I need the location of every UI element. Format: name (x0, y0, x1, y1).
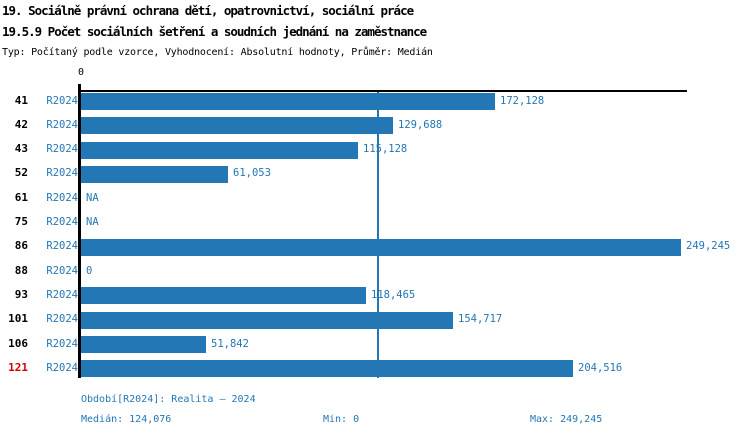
chart-row: 43 R2024 115,128 (0, 138, 750, 162)
row-bar (81, 93, 495, 110)
row-id-label: 42 (14, 117, 28, 131)
footer-period-info: Období[R2024]: Realita – 2024 (81, 394, 256, 405)
row-period-label: R2024 (46, 337, 78, 350)
row-id-label: 101 (8, 312, 28, 326)
median-gridline (377, 92, 379, 378)
chart-row: 86 R2024 249,245 (0, 235, 750, 259)
row-bar (81, 360, 573, 378)
row-id-label: 88 (14, 263, 28, 277)
row-bar (81, 287, 366, 305)
row-id-label: 52 (14, 166, 28, 180)
row-id-label: 43 (14, 142, 28, 156)
row-period-label: R2024 (46, 143, 78, 156)
report-meta-line: Typ: Počítaný podle vzorce, Vyhodnocení:… (2, 47, 433, 58)
row-value-label: 129,688 (398, 118, 443, 131)
chart-row: 88 R2024 0 (0, 260, 750, 284)
chart-row: 42 R2024 129,688 (0, 114, 750, 138)
row-period-label: R2024 (46, 191, 78, 204)
chart-row: 41 R2024 172,128 (0, 90, 750, 114)
row-value-label: 0 (86, 264, 93, 277)
footer-min: Min: 0 (323, 414, 360, 425)
axis-zero-tick-label: 0 (77, 67, 85, 78)
row-bar (81, 165, 228, 183)
row-value-label: 172,128 (500, 94, 545, 107)
chart-row: 101 R2024 154,717 (0, 308, 750, 332)
row-period-label: R2024 (46, 216, 78, 228)
row-period-label: R2024 (46, 264, 78, 277)
row-id-label: 41 (14, 93, 28, 107)
row-value-label: NA (86, 191, 99, 204)
row-id-label: 75 (14, 215, 28, 228)
row-value-label: 249,245 (686, 240, 731, 253)
row-value-label: 154,717 (458, 313, 503, 326)
row-period-label: R2024 (46, 361, 78, 374)
row-bar (81, 311, 453, 329)
footer-median: Medián: 124,076 (81, 414, 172, 425)
row-value-label: NA (86, 216, 99, 228)
footer-max: Max: 249,245 (530, 414, 603, 425)
report-title: 19. Sociálně právní ochrana dětí, opatro… (2, 3, 414, 18)
row-period-label: R2024 (46, 240, 78, 253)
chart-row: 93 R2024 118,465 (0, 284, 750, 308)
row-id-label: 61 (14, 190, 28, 204)
row-id-label: 106 (8, 336, 28, 350)
bar-chart-rows: 41 R2024 172,128 42 R2024 129,688 43 R2024 115,1… (0, 90, 750, 381)
row-value-label: 61,053 (233, 167, 271, 180)
row-id-label: 121 (8, 360, 28, 374)
row-bar (81, 238, 681, 256)
row-id-label: 86 (14, 239, 28, 253)
row-period-label: R2024 (46, 313, 78, 326)
row-id-label: 93 (14, 287, 28, 301)
top-axis-line (78, 90, 687, 92)
row-value-label: 115,128 (363, 143, 408, 156)
indicator-title: 19.5.9 Počet sociálních šetření a soudní… (2, 24, 427, 39)
row-period-label: R2024 (46, 94, 78, 107)
row-period-label: R2024 (46, 288, 78, 301)
row-value-label: 118,465 (371, 288, 416, 301)
row-period-label: R2024 (46, 118, 78, 131)
y-axis-line (78, 84, 81, 378)
row-bar (81, 117, 393, 135)
row-value-label: 204,516 (578, 361, 623, 374)
chart-row: 75 R2024 NA (0, 211, 750, 235)
row-bar (81, 336, 206, 353)
row-bar (81, 141, 358, 159)
chart-row: 106 R2024 51,842 (0, 333, 750, 357)
chart-row: 121 R2024 204,516 (0, 357, 750, 381)
row-value-label: 51,842 (211, 337, 249, 350)
row-period-label: R2024 (46, 167, 78, 180)
chart-row: 61 R2024 NA (0, 187, 750, 211)
chart-row: 52 R2024 61,053 (0, 162, 750, 186)
